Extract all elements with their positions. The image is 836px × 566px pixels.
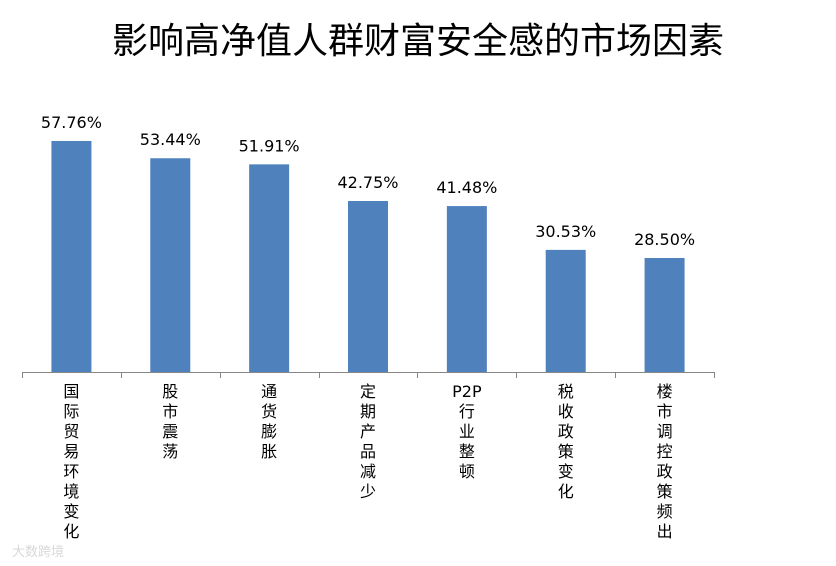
data-label: 53.44% [140, 130, 201, 149]
bar [150, 158, 191, 372]
data-label: 30.53% [535, 222, 596, 241]
bar [348, 201, 388, 372]
data-label: 51.91% [239, 136, 300, 155]
x-tick-label: 定期产品减少 [360, 382, 376, 501]
x-tick-label: 国际贸易环境变化 [63, 382, 79, 541]
watermark: 大数跨境 [12, 545, 65, 560]
bar [545, 249, 586, 372]
chart-title: 影响高净值人群财富安全感的市场因素 [111, 21, 724, 62]
bar [446, 206, 487, 372]
data-label: 41.48% [436, 178, 497, 197]
data-label: 28.50% [634, 230, 695, 249]
data-label: 42.75% [337, 173, 398, 192]
x-tick-label: 税收政策变化 [558, 382, 574, 501]
bar [51, 140, 92, 372]
x-tick-label: 通货膨胀 [261, 382, 277, 461]
x-tick-label: 楼市调控政策频出 [657, 382, 673, 541]
x-tick-label: P2P 行业整顿 [452, 382, 482, 481]
bar [249, 164, 290, 372]
bar [644, 258, 685, 372]
data-label: 57.76% [41, 113, 102, 132]
x-tick-label: 股市震荡 [162, 382, 178, 461]
